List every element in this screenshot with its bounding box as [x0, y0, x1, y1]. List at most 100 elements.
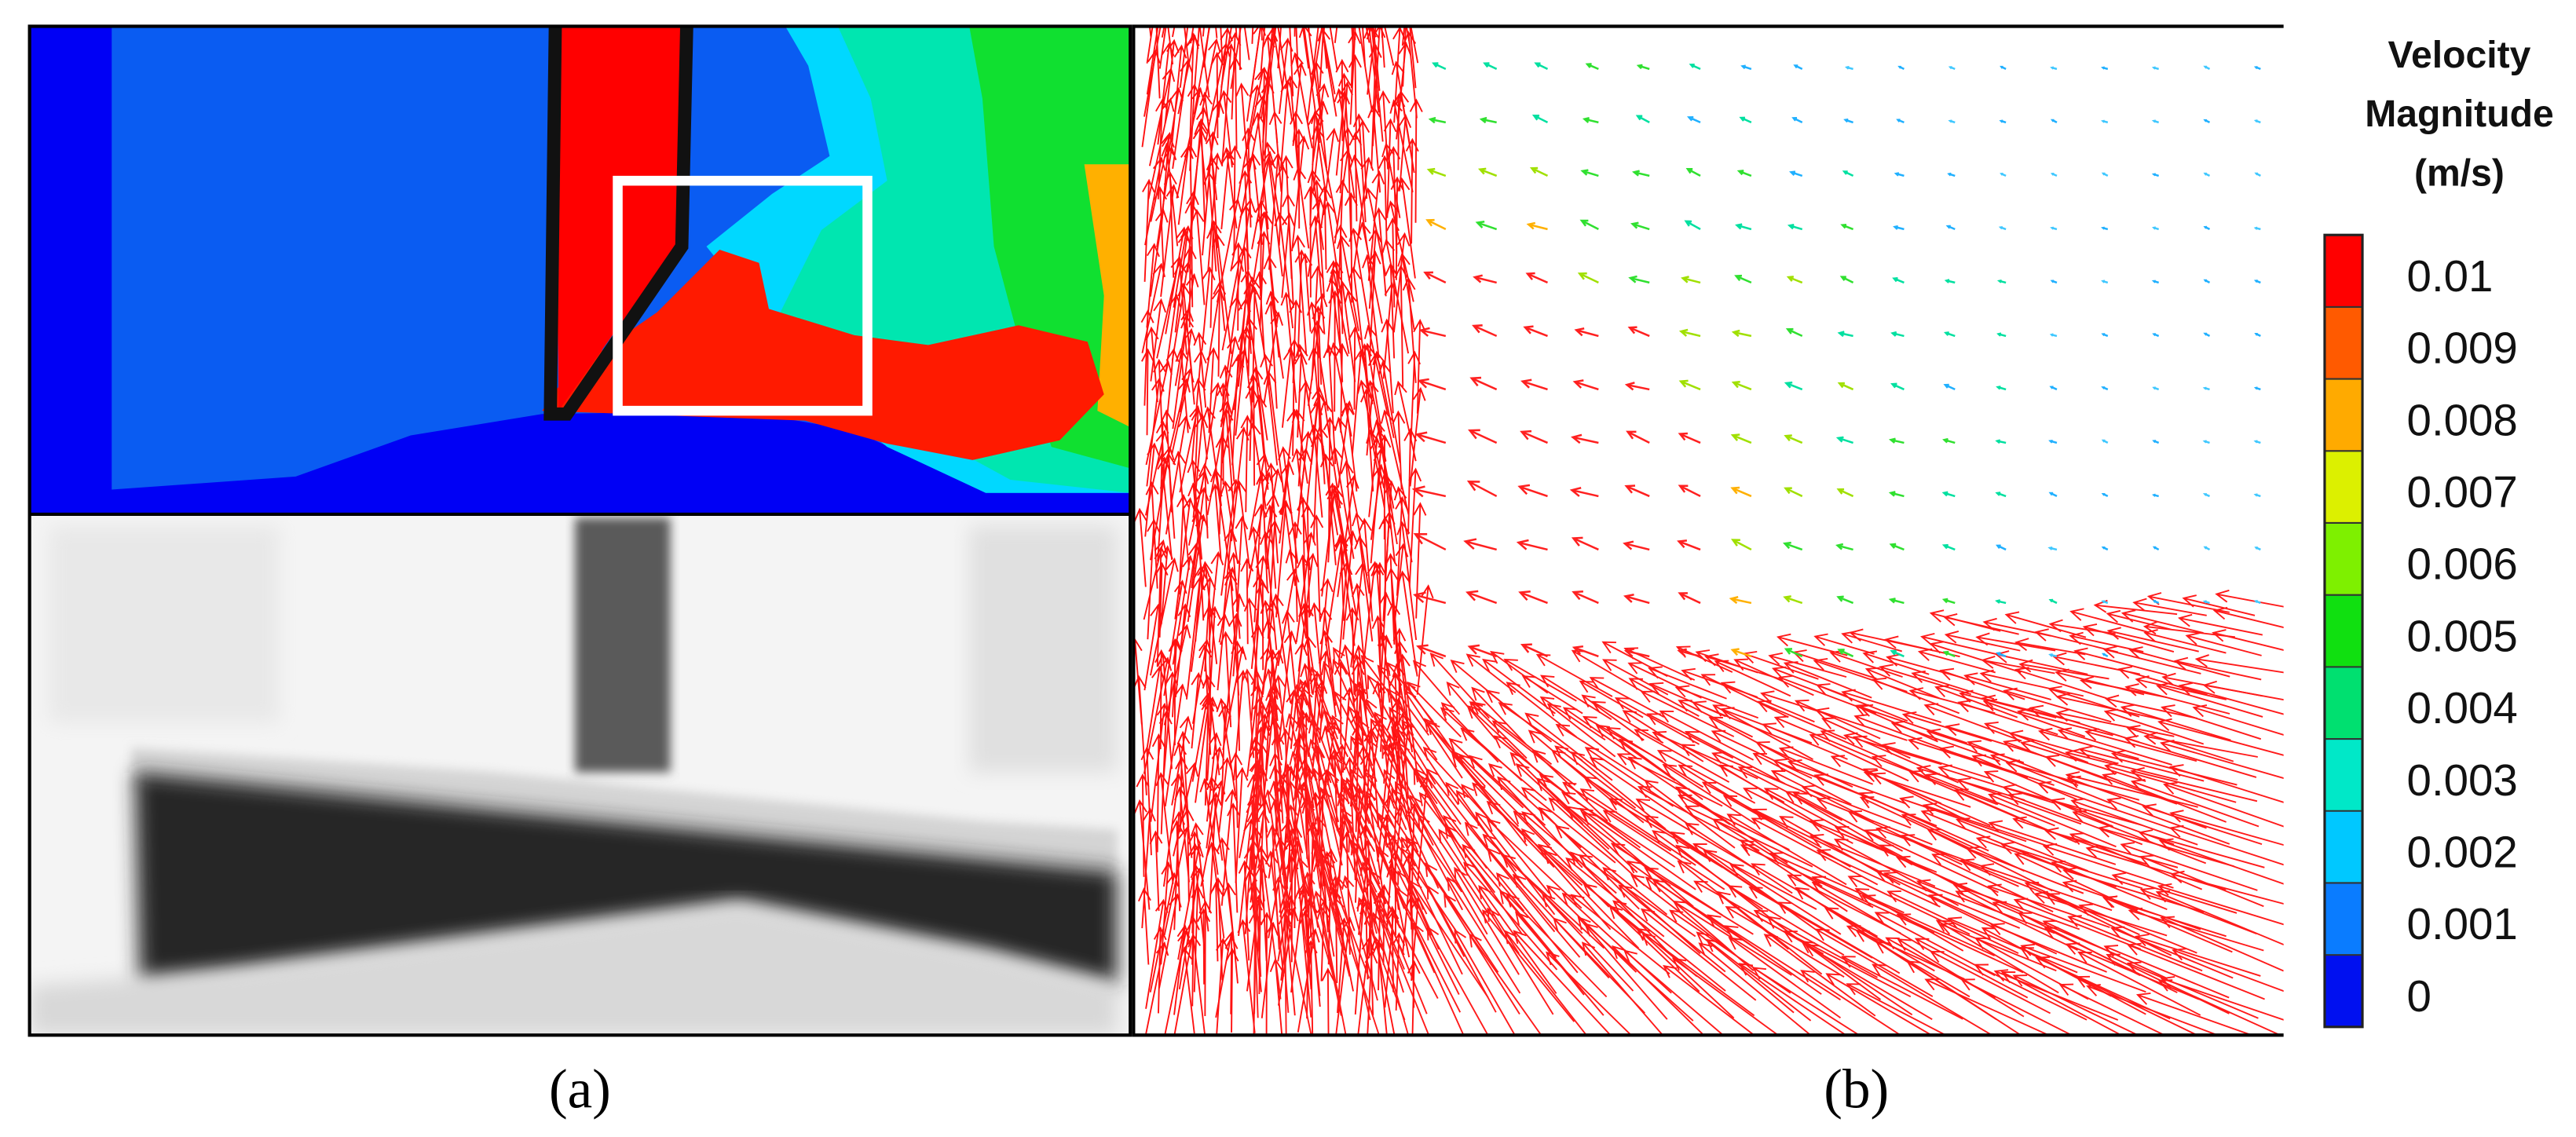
vector-arrow: [1220, 480, 1239, 565]
vector-arrow: [1730, 539, 1752, 551]
vector-arrow: [1353, 682, 1406, 765]
contour-region: [1084, 164, 1131, 428]
vector-arrow: [1413, 533, 1447, 551]
vector-arrow: [2106, 797, 2230, 845]
vector-arrow: [1201, 266, 1216, 351]
colorbar-tick-label: 0.01: [2407, 251, 2494, 301]
vector-arrow: [1192, 378, 1209, 459]
vector-arrow: [1319, 606, 1336, 701]
vector-arrow: [2017, 707, 2113, 737]
vector-arrow: [1811, 881, 1940, 957]
vector-arrow: [2101, 172, 2109, 177]
vector-arrow: [1454, 928, 1516, 1036]
vector-arrow: [1294, 343, 1315, 436]
colorbar-band: [2324, 522, 2363, 596]
vector-arrow: [1231, 353, 1245, 466]
vector-arrow: [1685, 822, 1793, 894]
vector-arrow: [1846, 983, 1948, 1036]
vector-arrow: [1310, 514, 1324, 622]
vector-arrow: [2143, 629, 2227, 654]
vector-arrow: [1720, 681, 1815, 723]
vector-arrow: [2051, 860, 2168, 911]
vector-arrow: [1612, 945, 1703, 1035]
vector-arrow: [1858, 704, 1968, 744]
vector-arrow: [1700, 674, 1789, 718]
vector-arrow: [1809, 834, 1936, 887]
vector-arrow: [1579, 219, 1599, 231]
vector-arrow: [1370, 936, 1396, 1036]
vector-arrow: [2151, 173, 2160, 177]
vector-arrow: [1164, 683, 1188, 807]
vector-arrow: [1965, 846, 2084, 894]
vector-arrow: [1479, 116, 1497, 124]
vector-arrow: [1815, 928, 1934, 997]
vector-arrow: [1520, 828, 1612, 930]
vector-arrow: [1319, 26, 1325, 89]
vector-arrow: [1319, 787, 1370, 907]
vector-arrow: [1297, 928, 1320, 1033]
colorbar-frame: [2323, 233, 2364, 1029]
vector-arrow: [1323, 344, 1337, 465]
vector-arrow: [1264, 468, 1283, 544]
photo-shade: [131, 748, 1118, 872]
vector-arrow: [1689, 63, 1701, 71]
vector-arrow: [1847, 875, 1970, 935]
vector-arrow: [1210, 51, 1224, 138]
vector-arrow: [1290, 689, 1317, 781]
photo-post: [575, 517, 671, 773]
vector-arrow: [1405, 26, 1411, 44]
vector-arrow: [2120, 842, 2258, 891]
vector-arrow: [1191, 508, 1206, 621]
vector-arrow: [1227, 802, 1241, 913]
vector-arrow: [1495, 872, 1579, 974]
vector-arrow: [1210, 468, 1234, 591]
vector-arrow: [1448, 737, 1524, 809]
vector-arrow: [1888, 598, 1905, 605]
vector-arrow: [2168, 824, 2284, 866]
vector-arrow: [1209, 550, 1224, 640]
vector-arrow: [1240, 558, 1254, 645]
vector-arrow: [1370, 718, 1427, 821]
vector-arrow: [1323, 200, 1343, 304]
vector-arrow: [1602, 810, 1725, 890]
vector-arrow: [1464, 821, 1556, 933]
vector-arrow: [1348, 30, 1362, 125]
vector-arrow: [1623, 949, 1725, 1036]
vector-arrow: [2057, 727, 2172, 766]
vector-arrow: [1161, 142, 1179, 247]
vector-arrow: [1608, 798, 1723, 868]
vector-arrow: [1998, 225, 2007, 231]
vector-arrow: [1837, 649, 1854, 658]
vector-arrow: [1787, 759, 1907, 805]
vector-arrow: [1198, 462, 1212, 539]
vector-arrow: [1174, 786, 1191, 883]
vector-arrow: [2253, 493, 2261, 498]
vector-arrow: [1999, 119, 2007, 124]
vector-arrow: [1581, 941, 1664, 1036]
vector-arrow: [2050, 172, 2058, 177]
vector-arrow: [1198, 26, 1210, 98]
vector-arrow: [1374, 711, 1438, 805]
vector-arrow: [1931, 853, 2054, 912]
vector-arrow: [1291, 408, 1308, 484]
vector-arrow: [1627, 756, 1731, 826]
vector-arrow: [2050, 66, 2058, 71]
vector-arrow: [1262, 141, 1282, 225]
vector-arrow: [1372, 350, 1395, 439]
vector-arrow: [1270, 593, 1292, 704]
vector-arrow: [1478, 884, 1557, 994]
vector-arrow: [1888, 491, 1905, 498]
vector-arrow: [1407, 350, 1422, 440]
vector-arrow: [1521, 811, 1617, 894]
vector-arrow: [2000, 65, 2007, 71]
vector-arrow: [1319, 630, 1337, 718]
vector-arrow: [1277, 26, 1282, 69]
vector-arrow: [1311, 179, 1325, 298]
vector-arrow: [2124, 683, 2230, 715]
vector-arrow: [1426, 884, 1497, 1013]
vector-arrow: [1291, 135, 1310, 252]
vector-arrow: [1346, 705, 1378, 782]
vector-arrow: [1784, 381, 1803, 391]
vector-arrow: [1837, 382, 1854, 391]
